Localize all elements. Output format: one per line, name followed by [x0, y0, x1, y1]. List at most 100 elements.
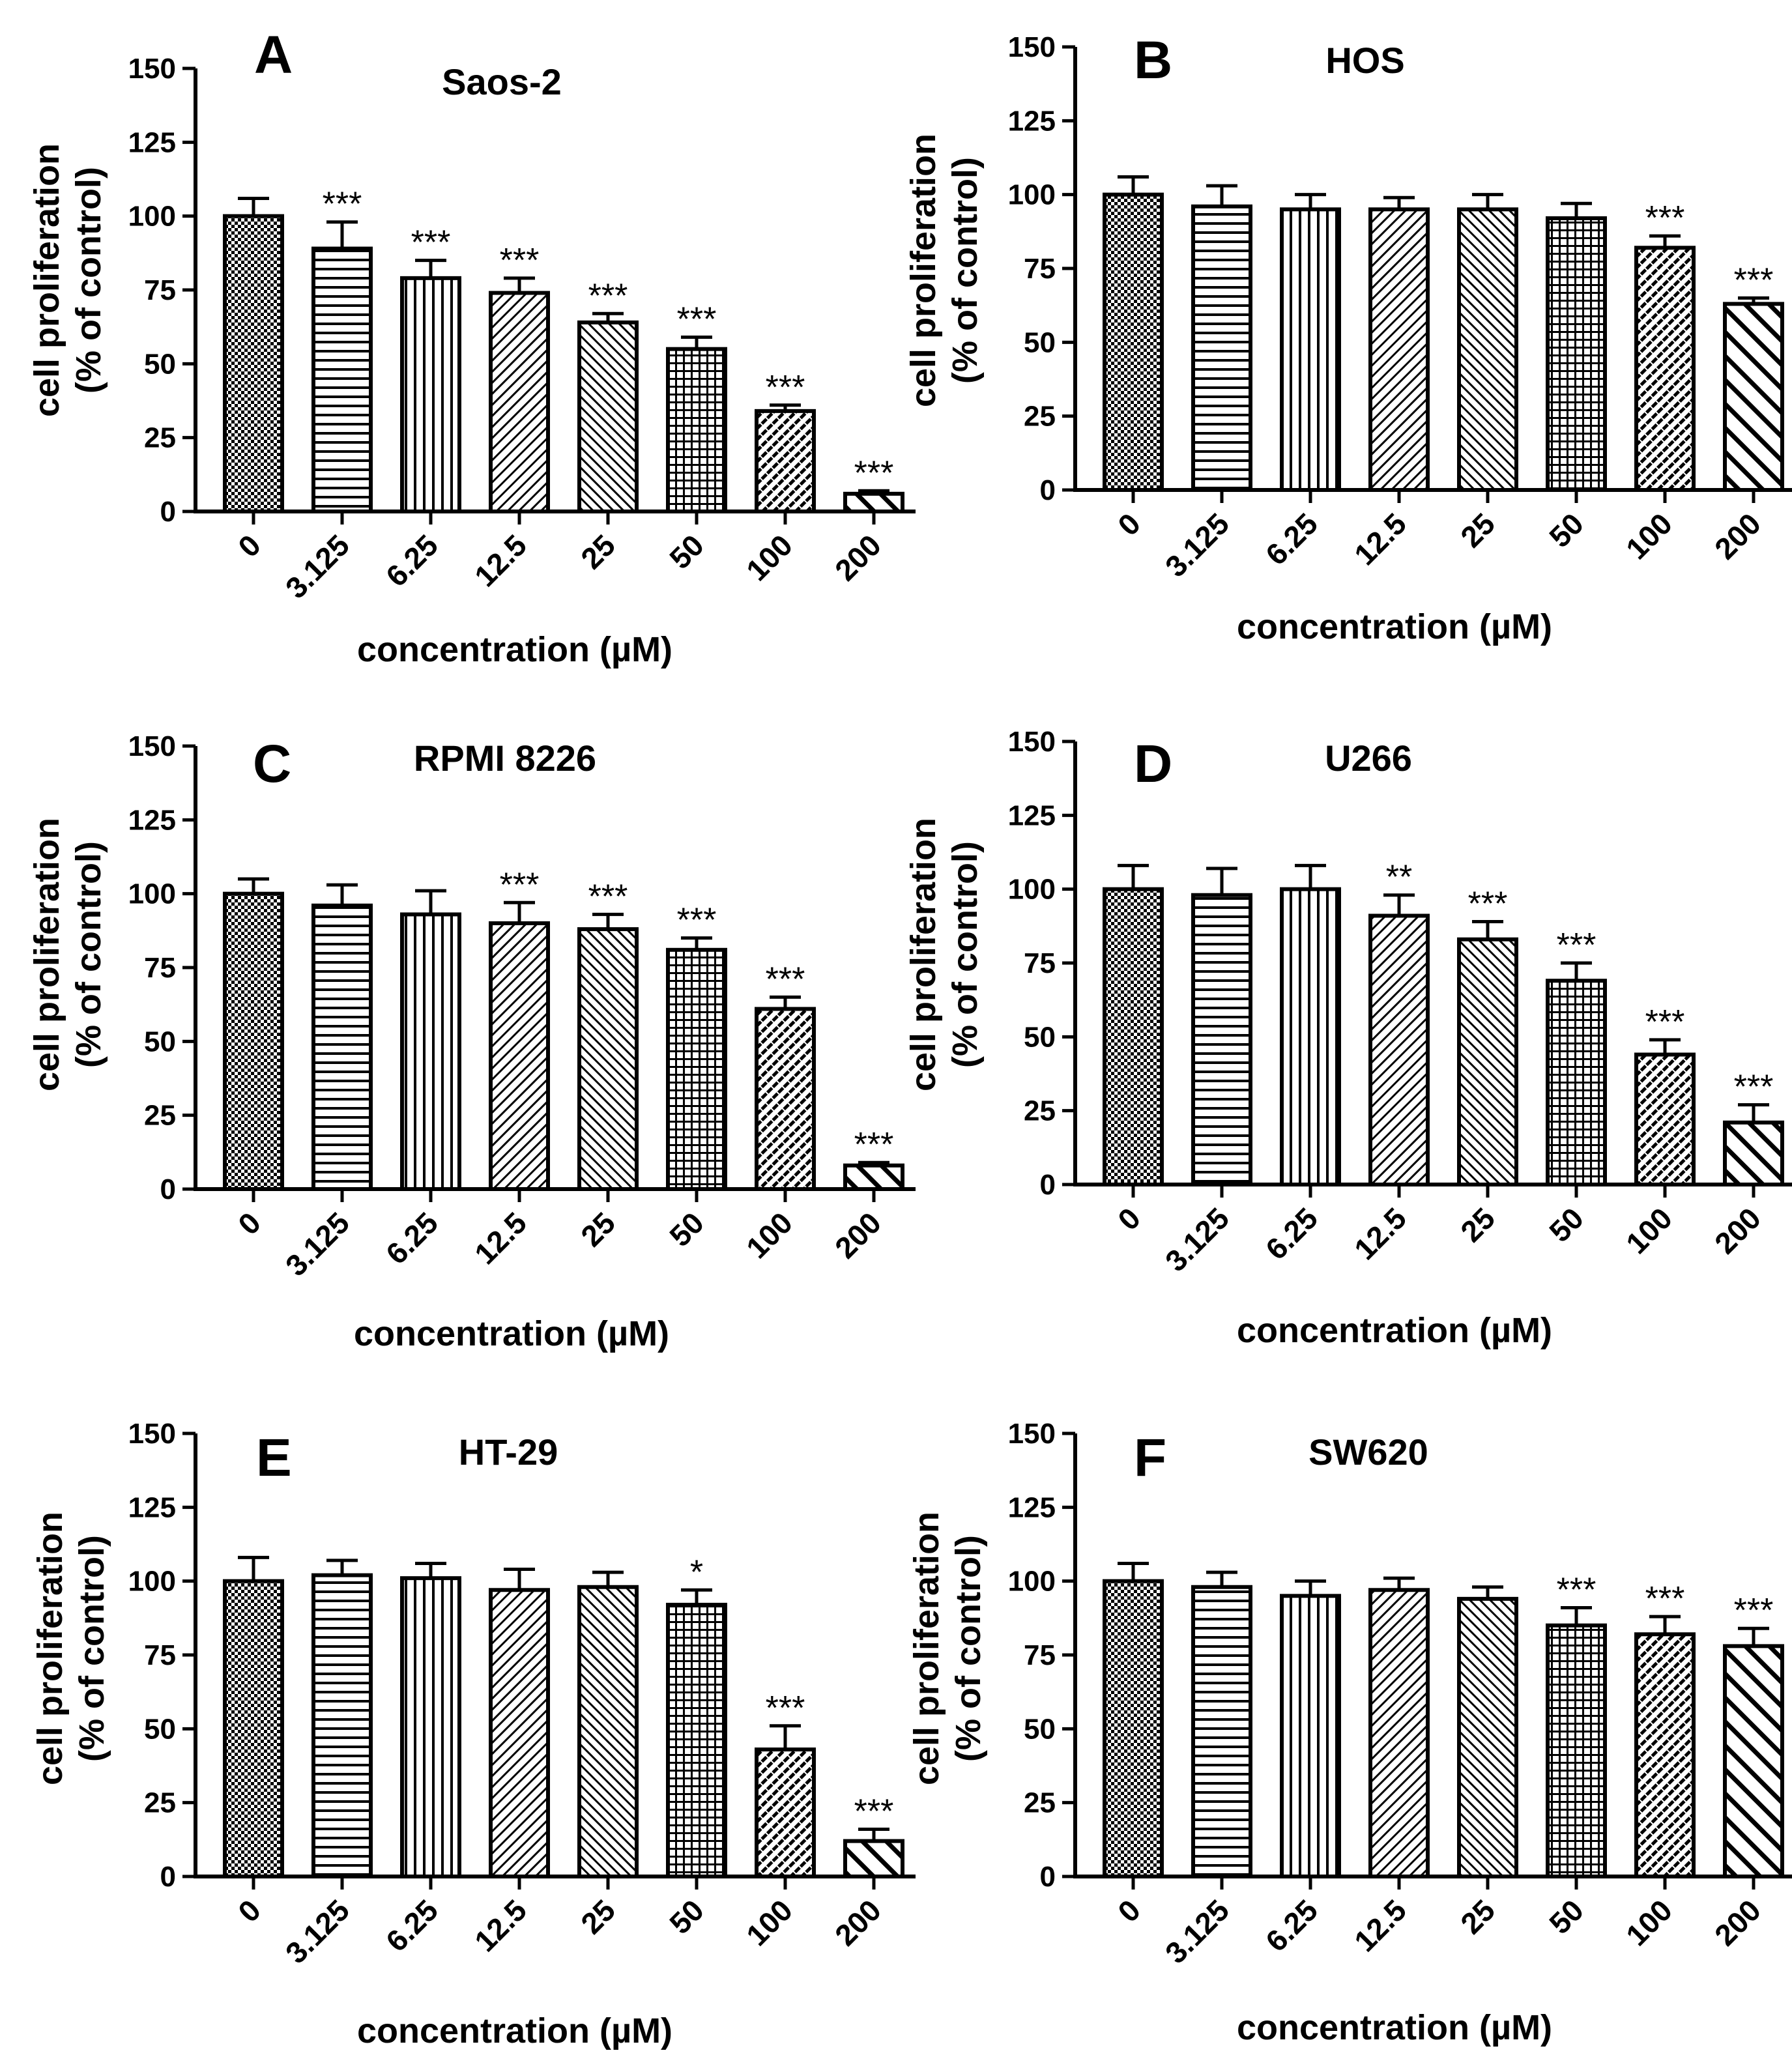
- x-axis-label: concentration (µM): [1237, 1311, 1552, 1350]
- significance-marker: ***: [854, 1792, 894, 1830]
- significance-marker: ***: [1645, 1003, 1685, 1041]
- x-tick-label: 0: [231, 1893, 267, 1929]
- y-tick-label: 125: [1008, 105, 1056, 137]
- x-axis-label: concentration (µM): [1237, 2008, 1552, 2047]
- significance-marker: ***: [500, 242, 540, 280]
- x-tick-label: 200: [1708, 1893, 1767, 1952]
- y-tick-label: 25: [144, 422, 176, 454]
- y-axis-label: cell proliferation(% of control): [27, 818, 108, 1091]
- y-tick-label: 75: [1024, 947, 1056, 979]
- y-axis: 0 25 50 75 100 125 150: [128, 53, 197, 528]
- significance-marker: ***: [1645, 1580, 1685, 1618]
- y-tick-label: 150: [128, 1418, 176, 1450]
- y-axis-label: cell proliferation(% of control): [904, 818, 985, 1091]
- bar: [223, 891, 284, 1191]
- x-axis-label: concentration (µM): [354, 1314, 669, 1353]
- y-tick-label: 75: [144, 1639, 176, 1671]
- y-tick-label: 125: [128, 804, 176, 836]
- x-tick-label: 200: [1708, 1201, 1767, 1260]
- significance-marker: ***: [1557, 927, 1597, 964]
- y-axis: 0 25 50 75 100 125 150: [1008, 1418, 1077, 1893]
- y-tick-label: 100: [128, 201, 176, 233]
- bar: [755, 409, 816, 513]
- panel-title: U266: [1325, 738, 1412, 779]
- y-tick-label: 100: [1008, 179, 1056, 211]
- significance-marker: ***: [588, 277, 628, 315]
- panel-letter: C: [253, 734, 291, 794]
- panel-letter: D: [1134, 734, 1172, 794]
- x-tick-label: 0: [1111, 1893, 1147, 1929]
- bar: [1546, 216, 1607, 492]
- x-tick-label: 100: [740, 528, 799, 587]
- x-tick-label: 6.25: [379, 1893, 444, 1958]
- y-tick-label: 75: [144, 952, 176, 984]
- x-tick-label: 100: [740, 1205, 799, 1265]
- bar: [489, 921, 550, 1191]
- y-axis: 0 25 50 75 100 125 150: [1008, 31, 1077, 506]
- x-tick-label: 3.125: [279, 1893, 356, 1970]
- y-tick-label: 100: [128, 1566, 176, 1598]
- x-tick-label: 6.25: [1259, 1201, 1324, 1266]
- bar: [1280, 207, 1341, 492]
- y-tick-label: 150: [128, 730, 176, 762]
- x-tick-label: 25: [574, 1893, 622, 1940]
- x-tick-label: 25: [574, 1205, 622, 1253]
- y-tick-label: 150: [128, 53, 176, 85]
- x-tick-label: 12.5: [468, 1893, 533, 1958]
- y-tick-label: 125: [1008, 1491, 1056, 1523]
- y-axis-label-line2: (% of control): [946, 841, 985, 1068]
- bar: [400, 276, 461, 513]
- y-axis: 0 25 50 75 100 125 150: [128, 730, 197, 1205]
- bar: [223, 1579, 284, 1879]
- x-axis: 0 3.125 6.25 12.5 25 50 100 200: [194, 1187, 916, 1282]
- y-tick-label: 0: [1040, 1169, 1056, 1201]
- x-tick-label: 100: [1619, 1201, 1679, 1260]
- bars: *** *** *** *** *** *** ***: [223, 186, 904, 514]
- y-tick-label: 50: [1024, 1713, 1056, 1745]
- y-tick-label: 50: [1024, 326, 1056, 358]
- bar: [1103, 192, 1164, 492]
- panel-f: F SW620 cell proliferation(% of control)…: [907, 1418, 1792, 2047]
- y-tick-label: 75: [1024, 253, 1056, 285]
- panel-title: Saos-2: [442, 61, 562, 102]
- bar: [1368, 207, 1430, 492]
- x-tick-label: 50: [663, 528, 710, 575]
- bar: [1634, 1052, 1696, 1186]
- x-tick-label: 200: [828, 528, 888, 587]
- bar: [666, 347, 727, 514]
- y-axis: 0 25 50 75 100 125 150: [128, 1418, 197, 1893]
- y-axis-label-line1: cell proliferation: [27, 143, 66, 417]
- significance-marker: ***: [677, 902, 717, 940]
- bar: [666, 1602, 727, 1879]
- x-tick-label: 200: [828, 1893, 888, 1952]
- y-tick-label: 150: [1008, 1418, 1056, 1450]
- y-tick-label: 150: [1008, 31, 1056, 63]
- x-tick-label: 100: [740, 1893, 799, 1952]
- y-tick-label: 25: [1024, 1787, 1056, 1819]
- x-tick-label: 12.5: [1348, 1893, 1413, 1958]
- x-tick-label: 3.125: [279, 528, 356, 605]
- significance-marker: ***: [323, 186, 362, 223]
- x-axis: 0 3.125 6.25 12.5 25 50 100 200: [1073, 1875, 1792, 1970]
- bar: [1191, 893, 1252, 1186]
- significance-marker: ***: [588, 878, 628, 915]
- bar: [755, 1747, 816, 1878]
- y-axis: 0 25 50 75 100 125 150: [1008, 726, 1077, 1201]
- bar: [577, 1585, 639, 1879]
- y-axis-label-line1: cell proliferation: [31, 1512, 70, 1785]
- x-tick-label: 50: [1542, 506, 1590, 554]
- bar: [311, 1573, 373, 1879]
- panel-letter: A: [254, 25, 293, 85]
- significance-marker: ***: [411, 224, 451, 262]
- significance-marker: ***: [854, 454, 894, 492]
- x-tick-label: 100: [1619, 1893, 1679, 1952]
- bar: [400, 1576, 461, 1878]
- y-tick-label: 0: [160, 1861, 176, 1893]
- bar: [1634, 246, 1696, 492]
- x-tick-label: 12.5: [468, 528, 533, 593]
- x-tick-label: 200: [828, 1205, 888, 1265]
- panel-title: HT-29: [459, 1431, 558, 1473]
- x-axis: 0 3.125 6.25 12.5 25 50 100 200: [1073, 1183, 1792, 1278]
- y-tick-label: 50: [144, 1026, 176, 1057]
